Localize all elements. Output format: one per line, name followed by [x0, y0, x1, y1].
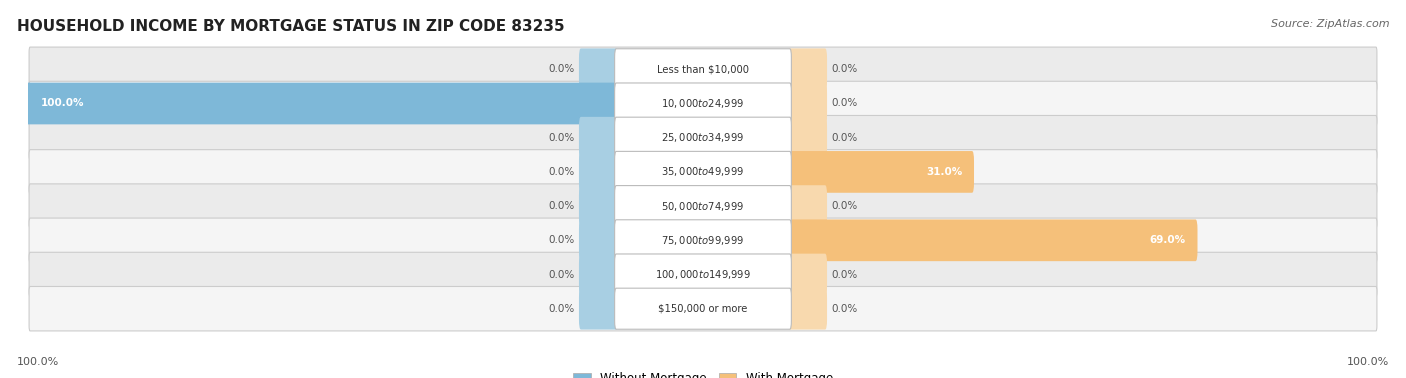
Text: 0.0%: 0.0% [831, 201, 858, 211]
FancyBboxPatch shape [30, 150, 1376, 194]
Text: 100.0%: 100.0% [17, 357, 59, 367]
Text: 0.0%: 0.0% [831, 270, 858, 279]
Text: $75,000 to $99,999: $75,000 to $99,999 [661, 234, 745, 247]
Text: $150,000 or more: $150,000 or more [658, 304, 748, 314]
FancyBboxPatch shape [30, 115, 1376, 160]
FancyBboxPatch shape [614, 83, 792, 124]
Text: 0.0%: 0.0% [548, 201, 575, 211]
FancyBboxPatch shape [579, 254, 619, 295]
FancyBboxPatch shape [30, 218, 1376, 263]
Text: 0.0%: 0.0% [831, 133, 858, 143]
Text: 0.0%: 0.0% [548, 64, 575, 74]
FancyBboxPatch shape [30, 184, 1376, 228]
Legend: Without Mortgage, With Mortgage: Without Mortgage, With Mortgage [568, 367, 838, 378]
FancyBboxPatch shape [614, 186, 792, 227]
Text: 100.0%: 100.0% [41, 99, 84, 108]
Text: $10,000 to $24,999: $10,000 to $24,999 [661, 97, 745, 110]
Text: 31.0%: 31.0% [927, 167, 963, 177]
Text: $50,000 to $74,999: $50,000 to $74,999 [661, 200, 745, 212]
Text: HOUSEHOLD INCOME BY MORTGAGE STATUS IN ZIP CODE 83235: HOUSEHOLD INCOME BY MORTGAGE STATUS IN Z… [17, 19, 564, 34]
FancyBboxPatch shape [579, 185, 619, 227]
FancyBboxPatch shape [579, 220, 619, 261]
Text: Less than $10,000: Less than $10,000 [657, 64, 749, 74]
Text: $35,000 to $49,999: $35,000 to $49,999 [661, 166, 745, 178]
Text: $25,000 to $34,999: $25,000 to $34,999 [661, 131, 745, 144]
Text: 0.0%: 0.0% [548, 133, 575, 143]
FancyBboxPatch shape [787, 117, 827, 158]
FancyBboxPatch shape [787, 48, 827, 90]
FancyBboxPatch shape [30, 287, 1376, 331]
FancyBboxPatch shape [614, 151, 792, 192]
FancyBboxPatch shape [614, 220, 792, 261]
FancyBboxPatch shape [787, 151, 974, 193]
FancyBboxPatch shape [30, 81, 1376, 126]
Text: $100,000 to $149,999: $100,000 to $149,999 [655, 268, 751, 281]
FancyBboxPatch shape [614, 254, 792, 295]
FancyBboxPatch shape [787, 185, 827, 227]
FancyBboxPatch shape [787, 83, 827, 124]
FancyBboxPatch shape [614, 49, 792, 90]
Text: 0.0%: 0.0% [831, 99, 858, 108]
FancyBboxPatch shape [579, 151, 619, 193]
Text: 0.0%: 0.0% [548, 270, 575, 279]
FancyBboxPatch shape [579, 83, 619, 124]
Text: Source: ZipAtlas.com: Source: ZipAtlas.com [1271, 19, 1389, 29]
FancyBboxPatch shape [30, 47, 1376, 91]
Text: 0.0%: 0.0% [548, 167, 575, 177]
Text: 0.0%: 0.0% [548, 235, 575, 245]
FancyBboxPatch shape [614, 288, 792, 329]
Text: 0.0%: 0.0% [831, 304, 858, 314]
Text: 0.0%: 0.0% [831, 64, 858, 74]
FancyBboxPatch shape [787, 254, 827, 295]
FancyBboxPatch shape [787, 288, 827, 330]
FancyBboxPatch shape [30, 252, 1376, 297]
FancyBboxPatch shape [787, 220, 1198, 261]
FancyBboxPatch shape [579, 117, 619, 158]
FancyBboxPatch shape [614, 117, 792, 158]
FancyBboxPatch shape [27, 83, 619, 124]
Text: 100.0%: 100.0% [1347, 357, 1389, 367]
FancyBboxPatch shape [787, 151, 827, 193]
Text: 69.0%: 69.0% [1150, 235, 1185, 245]
Text: 0.0%: 0.0% [548, 304, 575, 314]
FancyBboxPatch shape [579, 48, 619, 90]
FancyBboxPatch shape [787, 220, 827, 261]
FancyBboxPatch shape [579, 288, 619, 330]
